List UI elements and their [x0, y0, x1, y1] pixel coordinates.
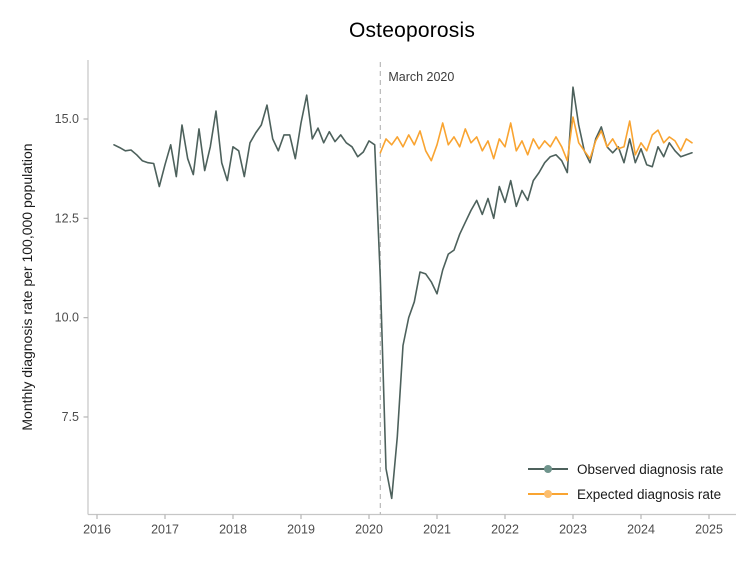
x-tick-label: 2020 — [355, 523, 383, 537]
legend-row-expected: Expected diagnosis rate — [528, 485, 723, 503]
march-2020-annotation: March 2020 — [388, 70, 454, 84]
x-tick-label: 2021 — [423, 523, 451, 537]
x-tick-label: 2024 — [627, 523, 655, 537]
x-tick-label: 2018 — [219, 523, 247, 537]
y-tick-label: 10.0 — [55, 311, 79, 325]
expected-legend-label: Expected diagnosis rate — [577, 486, 722, 502]
expected-legend-key — [528, 485, 568, 503]
observed-legend-label: Observed diagnosis rate — [577, 461, 724, 477]
legend-row-observed: Observed diagnosis rate — [528, 460, 723, 478]
x-tick-label: 2025 — [695, 523, 723, 537]
y-tick-label: 7.5 — [62, 410, 79, 424]
x-tick-label: 2019 — [287, 523, 315, 537]
expected-dot-icon — [544, 490, 552, 498]
x-tick-label: 2023 — [559, 523, 587, 537]
observed-series-line — [113, 86, 693, 500]
x-tick-label: 2022 — [491, 523, 519, 537]
chart-title: Osteoporosis — [348, 19, 476, 42]
y-tick-label: 15.0 — [55, 112, 79, 126]
x-tick-label: 2016 — [83, 523, 111, 537]
observed-dot-icon — [544, 465, 552, 473]
expected-series-line — [379, 116, 693, 162]
observed-legend-key — [528, 460, 568, 478]
y-tick-label: 12.5 — [55, 211, 79, 225]
legend: Observed diagnosis rate Expected diagnos… — [528, 460, 723, 503]
x-tick-label: 2017 — [151, 523, 179, 537]
